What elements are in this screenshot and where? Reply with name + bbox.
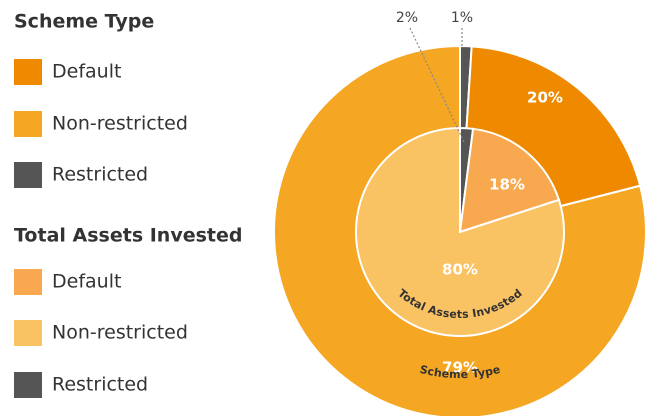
legend-swatch <box>14 320 42 346</box>
data-label: 79% <box>442 359 478 377</box>
legend-label: Default <box>52 61 121 83</box>
data-label: 80% <box>442 261 478 279</box>
legend-label: Default <box>52 271 121 293</box>
pie-slice <box>458 127 561 234</box>
data-label: 2% <box>396 10 418 26</box>
pie-slice <box>355 126 565 337</box>
leader-line <box>409 27 465 143</box>
legend-label: Restricted <box>52 374 148 396</box>
data-label: 20% <box>527 89 563 107</box>
legend-swatch <box>14 59 42 85</box>
legend-label: Restricted <box>52 164 148 186</box>
legend-swatch <box>14 111 42 137</box>
data-label: 18% <box>489 176 525 194</box>
series-name-path: Scheme Type <box>418 363 501 381</box>
legend-label: Non-restricted <box>52 322 188 344</box>
legend-title: Total Assets Invested <box>14 225 242 247</box>
legend-swatch <box>14 162 42 188</box>
legend-title: Scheme Type <box>14 11 154 33</box>
legend-swatch <box>14 269 42 295</box>
series-name: Scheme Type <box>418 363 501 381</box>
legend-label: Non-restricted <box>52 113 188 135</box>
legend-swatch <box>14 372 42 398</box>
data-label: 1% <box>451 10 473 26</box>
